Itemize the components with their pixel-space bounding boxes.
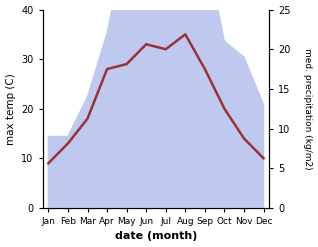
Y-axis label: max temp (C): max temp (C) [5,73,16,144]
X-axis label: date (month): date (month) [115,231,197,242]
Y-axis label: med. precipitation (kg/m2): med. precipitation (kg/m2) [303,48,313,169]
